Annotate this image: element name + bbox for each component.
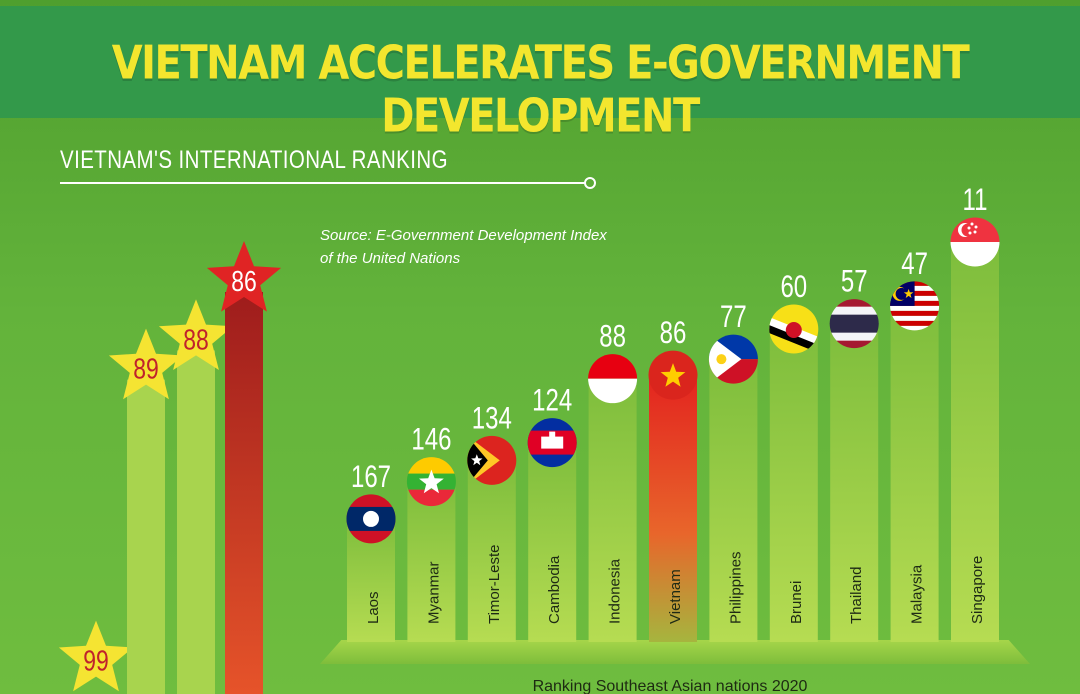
history-star-3-icon [158, 299, 234, 370]
flag-malaysia-icon [890, 281, 940, 331]
value-label-indonesia: 88 [599, 319, 626, 354]
bar-brunei [769, 326, 818, 642]
category-label-thailand: Thailand [848, 566, 865, 624]
flag-myanmar-icon [406, 457, 456, 507]
category-label-indonesia: Indonesia [607, 558, 624, 624]
history-bar-2 [127, 379, 165, 694]
flag-thailand-icon [829, 299, 879, 349]
value-label-brunei: 60 [780, 269, 807, 304]
flag-cambodia-icon [527, 418, 577, 468]
history-bar-4 [225, 292, 263, 694]
bar-singapore [951, 240, 999, 642]
value-label-singapore: 11 [963, 182, 988, 217]
subtitle-rule [60, 182, 585, 184]
flag-laos-icon [346, 494, 396, 544]
value-label-timor-leste: 134 [472, 400, 512, 435]
section-subtitle: VIETNAM'S INTERNATIONAL RANKING [60, 146, 448, 174]
header-banner [0, 6, 1080, 118]
bar-vietnam [649, 373, 697, 642]
bar-thailand [830, 321, 879, 642]
source-line-2: of the United Nations [320, 250, 461, 267]
chart-base-platform [320, 640, 1030, 664]
category-label-malaysia: Malaysia [909, 564, 926, 624]
rule-end-dot [584, 177, 596, 189]
value-label-vietnam: 86 [660, 315, 687, 350]
bar-philippines [709, 357, 758, 642]
value-label-thailand: 57 [841, 264, 868, 299]
history-bar-3 [177, 350, 215, 694]
history-star-4-icon [206, 241, 282, 312]
category-label-philippines: Philippines [727, 551, 744, 624]
value-label-cambodia: 124 [532, 382, 572, 417]
category-label-cambodia: Cambodia [546, 555, 563, 624]
history-value-4: 86 [231, 267, 257, 298]
flag-vietnam-icon [648, 350, 698, 400]
bar-myanmar [407, 479, 456, 642]
flag-brunei-icon [769, 304, 819, 354]
bar-indonesia [588, 376, 637, 642]
source-note: Source: E-Government Development Index o… [320, 224, 660, 270]
category-label-vietnam: Vietnam [667, 569, 684, 624]
value-label-laos: 167 [351, 459, 391, 494]
history-star-1-icon [58, 620, 134, 692]
page-title: VIETNAM ACCELERATES E-GOVERNMENT DEVELOP… [111, 37, 970, 143]
flag-timor-leste-icon [467, 435, 517, 485]
chart-caption: Ranking Southeast Asian nations 2020 [532, 678, 808, 694]
history-value-2: 89 [133, 354, 159, 385]
category-label-singapore: Singapore [969, 556, 986, 624]
category-label-timor-leste: Timor-Leste [486, 545, 503, 624]
category-label-myanmar: Myanmar [425, 561, 442, 624]
history-value-3: 88 [183, 325, 209, 356]
source-line-1: Source: E-Government Development Index [320, 227, 607, 244]
value-label-philippines: 77 [720, 299, 747, 334]
history-value-1: 99 [83, 646, 109, 677]
history-star-2-icon [108, 328, 184, 400]
category-label-laos: Laos [365, 591, 382, 624]
bar-cambodia [528, 440, 577, 642]
category-label-brunei: Brunei [788, 581, 805, 624]
bar-timor-leste [467, 458, 516, 642]
value-label-malaysia: 47 [901, 246, 928, 281]
bar-malaysia [890, 303, 939, 642]
value-label-myanmar: 146 [411, 422, 451, 457]
